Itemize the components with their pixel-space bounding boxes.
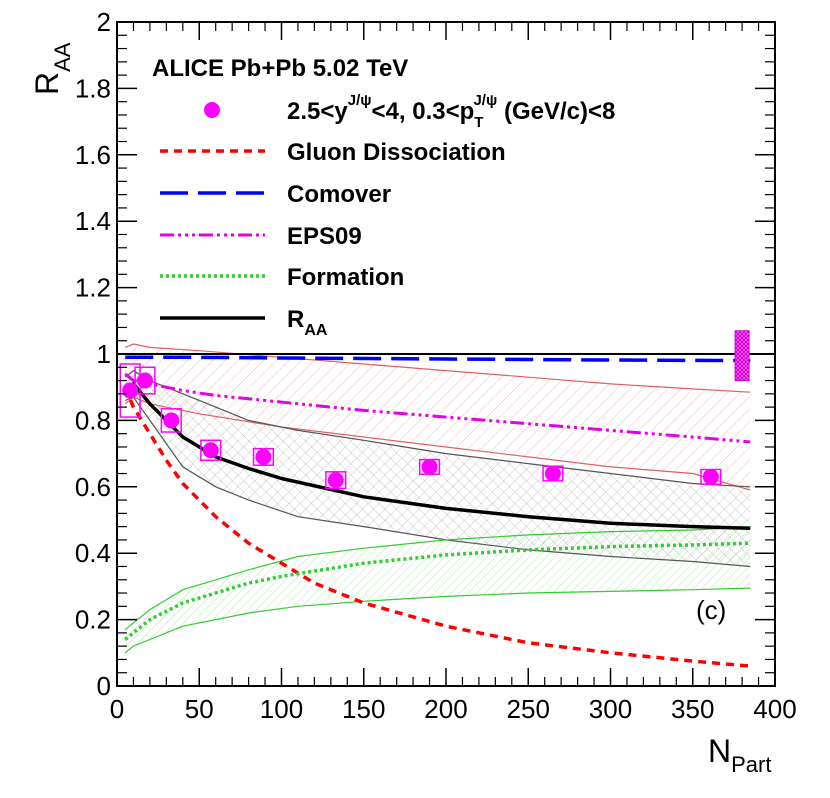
x-tick-label: 300 <box>589 694 632 724</box>
y-tick-label: 1.8 <box>75 73 111 103</box>
band_red-upper-edge <box>124 343 751 393</box>
data-point <box>136 372 153 389</box>
raa-curve <box>124 382 751 531</box>
x-tick-label: 100 <box>260 694 303 724</box>
y-tick-label: 1.2 <box>75 273 111 303</box>
data-point <box>255 448 272 465</box>
chart-title: ALICE Pb+Pb 5.02 TeV <box>152 55 408 82</box>
syst-box <box>325 471 347 490</box>
y-axis-label-main: R <box>29 72 65 95</box>
y-tick-label: 1.6 <box>75 140 111 170</box>
comover-curve <box>125 355 751 363</box>
x-tick-label: 0 <box>110 694 124 724</box>
syst-box <box>134 366 156 395</box>
band_green-upper-edge <box>124 526 751 631</box>
data-points <box>119 330 750 490</box>
data-point <box>702 468 719 485</box>
x-tick-label: 350 <box>671 694 714 724</box>
band_green-fill <box>125 526 751 653</box>
x-tick-label: 250 <box>507 694 550 724</box>
x-tick-label: 400 <box>753 694 796 724</box>
legend-comover-label: Comover <box>287 181 391 208</box>
theory-bands <box>124 343 751 654</box>
y-tick-label: 1.4 <box>75 206 111 236</box>
data-point <box>327 472 344 489</box>
data-point <box>544 465 561 482</box>
x-axis-label: NPart <box>708 733 771 777</box>
data-point <box>421 458 438 475</box>
y-tick-label: 0.8 <box>75 405 111 435</box>
band_green-lower-edge <box>124 587 751 654</box>
global-syst-box <box>734 330 750 382</box>
band_gray-fill <box>125 370 751 567</box>
data-point <box>202 442 219 459</box>
y-axis-label: RAA <box>29 42 75 95</box>
data-point <box>163 412 180 429</box>
y-tick-label: 0 <box>97 671 111 701</box>
y-tick-label: 0.4 <box>75 538 111 568</box>
x-axis-label-main: N <box>708 733 731 769</box>
syst-box <box>252 447 275 466</box>
y-tick-label: 0.2 <box>75 605 111 635</box>
legend-eps09-label: EPS09 <box>287 223 362 250</box>
y-tick-label: 2 <box>97 7 111 37</box>
x-axis-label-sub: Part <box>731 752 771 777</box>
data-point <box>122 382 139 399</box>
syst-box <box>160 408 182 433</box>
x-tick-label: 150 <box>342 694 385 724</box>
y-tick-label: 1 <box>97 339 111 369</box>
legend: 2.5<yJ/ψ<4, 0.3<pTJ/ψ (GeV/c)<8 Gluon Di… <box>160 92 615 339</box>
svg-text:RAA: RAA <box>29 42 75 95</box>
x-tick-label: 50 <box>185 694 214 724</box>
eps09-curve <box>124 372 751 444</box>
x-tick-label: 200 <box>424 694 467 724</box>
legend-gluon-label: Gluon Dissociation <box>287 139 506 166</box>
syst-box <box>200 439 222 461</box>
legend-formation-label: Formation <box>287 264 404 291</box>
model-curves <box>123 355 751 668</box>
legend-data-label: 2.5<yJ/ψ<4, 0.3<pTJ/ψ (GeV/c)<8 <box>287 92 615 131</box>
legend-data-marker <box>204 102 220 118</box>
syst-box <box>119 363 141 418</box>
y-axis-label-sub: AA <box>50 42 75 72</box>
y-tick-label: 0.6 <box>75 472 111 502</box>
panel-label: (c) <box>696 595 726 625</box>
formation-curve <box>124 541 751 641</box>
legend-raa-label: RAA <box>287 306 328 339</box>
axes: 0 50 100 150 200 250 300 350 400 0 0.2 0.4 0.6 0.8 1 1.… <box>75 7 797 724</box>
